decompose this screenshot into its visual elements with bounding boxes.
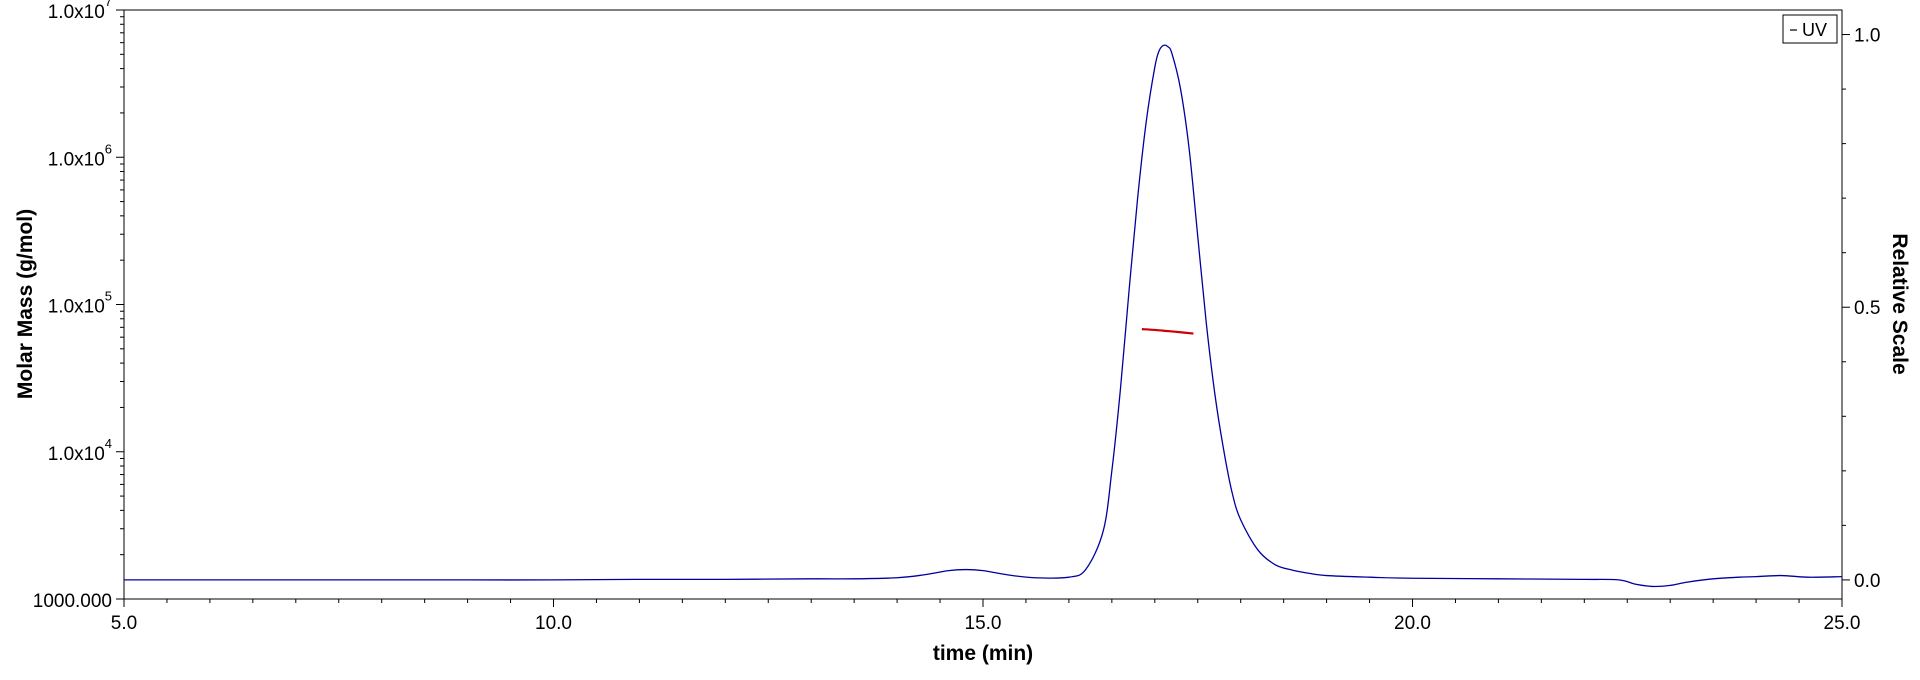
y-right-tick-label: 1.0 [1854, 26, 1880, 47]
y-left-tick-label: 1.0x104 [48, 436, 112, 465]
y-right-tick-label: 0.0 [1854, 571, 1880, 592]
y-left-tick-label: 1000.000 [33, 591, 112, 612]
y-left-tick-label: 1.0x106 [48, 141, 112, 170]
x-tick-label: 5.0 [111, 613, 137, 634]
x-tick-label: 15.0 [965, 613, 1002, 634]
y-left-tick-label: 1.0x105 [48, 289, 112, 318]
legend-label-uv: UV [1802, 20, 1827, 40]
y-left-tick-base: 1.0x10 [48, 297, 105, 318]
x-tick-label: 20.0 [1394, 613, 1431, 634]
x-tick-label: 25.0 [1824, 613, 1861, 634]
y-left-tick-exponent: 7 [105, 0, 112, 9]
right-y-axis: 0.0 0.5 1.0 [1842, 26, 1880, 592]
y-left-tick-base: 1.0x10 [48, 444, 105, 465]
x-axis: 5.0 10.0 15.0 20.0 25.0 [111, 599, 1861, 634]
y-left-tick-base: 1000.000 [33, 591, 112, 612]
series-layer [124, 44, 1843, 588]
right-y-axis-title: Relative Scale [1888, 233, 1911, 374]
y-right-tick-label: 0.5 [1854, 298, 1880, 319]
legend-box [1782, 14, 1838, 44]
y-left-tick-base: 1.0x10 [48, 149, 105, 170]
x-tick-label: 10.0 [535, 613, 572, 634]
y-left-tick-exponent: 6 [105, 141, 112, 156]
legend: UV [1782, 14, 1838, 44]
x-axis-title: time (min) [933, 642, 1033, 665]
y-left-tick-base: 1.0x10 [48, 2, 105, 23]
left-y-axis-title: Molar Mass (g/mol) [14, 209, 37, 399]
series-line-molar-mass [1141, 328, 1194, 335]
y-left-tick-exponent: 4 [105, 436, 112, 451]
plot-frame [123, 9, 1843, 600]
y-left-tick-exponent: 5 [105, 289, 112, 304]
y-left-tick-label: 1.0x107 [48, 0, 112, 23]
series-line-uv [124, 44, 1843, 588]
